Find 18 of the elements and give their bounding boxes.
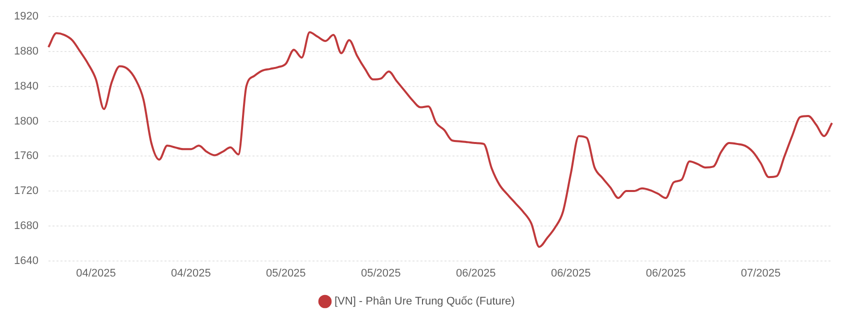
x-tick-label: 06/2025 — [456, 267, 496, 280]
y-tick-label: 1680 — [14, 220, 38, 232]
x-tick-label: 06/2025 — [550, 267, 591, 280]
x-tick-label: 04/2025 — [171, 267, 211, 280]
y-tick-label: 1760 — [14, 150, 38, 162]
y-tick-label: 1840 — [14, 80, 38, 92]
x-tick-label: 05/2025 — [360, 267, 401, 280]
y-tick-label: 1720 — [14, 185, 38, 198]
y-tick-label: 1880 — [14, 46, 38, 58]
y-tick-label: 1920 — [14, 10, 38, 23]
y-tick-label: 1800 — [14, 115, 38, 128]
legend-label: [VN] - Phân Ure Trung Quốc (Future) — [334, 296, 515, 308]
x-tick-label: 05/2025 — [266, 267, 306, 280]
x-tick-label: 04/2025 — [76, 267, 116, 280]
x-tick-label: 06/2025 — [646, 267, 686, 280]
line-series — [47, 31, 833, 248]
y-tick-label: 1640 — [14, 254, 38, 267]
x-tick-label: 07/2025 — [740, 267, 781, 280]
